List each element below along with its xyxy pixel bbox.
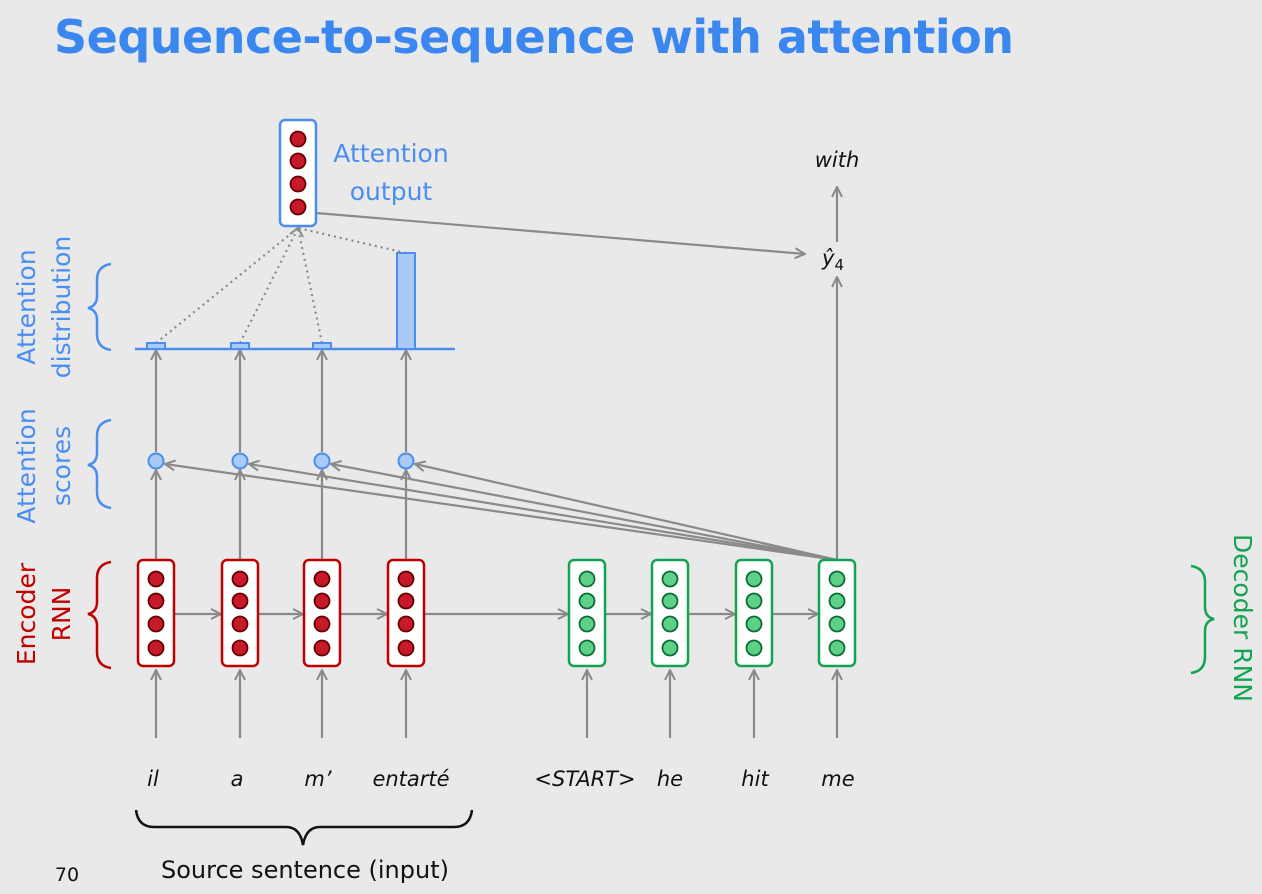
attention-scores-brace bbox=[87, 418, 112, 510]
decoder-to-score-arrow-1 bbox=[249, 464, 838, 562]
svg-text:scores: scores bbox=[47, 426, 76, 506]
encoder-brace bbox=[87, 560, 112, 670]
decoder-state-0 bbox=[567, 558, 607, 668]
attention-output-to-prediction-arrow bbox=[315, 211, 805, 254]
encoder-state-2 bbox=[302, 558, 342, 668]
attention-output-label-line2: output bbox=[350, 177, 433, 206]
weighted-sum-line-2 bbox=[296, 227, 324, 344]
attention-scores-label: Attention scores bbox=[12, 408, 76, 523]
decoder-to-score-arrow-2 bbox=[331, 464, 838, 562]
attention-score-0 bbox=[147, 452, 165, 470]
attention-score-1 bbox=[231, 452, 249, 470]
weighted-sum-line-3 bbox=[297, 226, 407, 255]
decoder-to-score-arrow-3 bbox=[415, 464, 838, 562]
svg-text:Attention: Attention bbox=[12, 408, 41, 523]
source-word-2: m’ bbox=[304, 767, 331, 791]
encoder-state-3 bbox=[386, 558, 426, 668]
output-word: with bbox=[815, 148, 860, 172]
attention-bar-1 bbox=[230, 342, 250, 350]
decoder-hidden-states bbox=[567, 558, 857, 668]
prediction-symbol: ŷ bbox=[821, 246, 835, 270]
attention-score-3 bbox=[397, 452, 415, 470]
decoder-state-1 bbox=[650, 558, 690, 668]
weighted-sum-line-1 bbox=[239, 227, 299, 344]
attention-scores bbox=[147, 452, 415, 470]
attention-distribution-bars bbox=[146, 252, 416, 350]
attention-bar-3 bbox=[396, 252, 416, 350]
prediction-y4: ŷ4 bbox=[821, 246, 844, 274]
source-word-0: il bbox=[147, 767, 159, 791]
page-number: 70 bbox=[55, 864, 79, 886]
attention-score-2 bbox=[313, 452, 331, 470]
target-word-2: hit bbox=[741, 767, 769, 791]
source-words: il a m’ entarté bbox=[147, 767, 449, 791]
decoder-to-score-arrow-0 bbox=[165, 464, 838, 562]
decoder-rnn-label: Decoder RNN bbox=[1228, 534, 1257, 702]
source-word-3: entarté bbox=[372, 767, 449, 791]
attention-distribution-label: Attention distribution bbox=[12, 236, 76, 378]
target-word-0: <START> bbox=[534, 767, 635, 791]
svg-text:Attention: Attention bbox=[12, 249, 41, 364]
target-word-1: he bbox=[657, 767, 683, 791]
svg-text:RNN: RNN bbox=[47, 587, 76, 642]
source-sentence-brace bbox=[134, 809, 474, 846]
slide-title: Sequence-to-sequence with attention bbox=[54, 10, 1014, 64]
target-words: <START> he hit me bbox=[534, 767, 854, 791]
source-sentence-caption: Source sentence (input) bbox=[161, 856, 449, 884]
decoder-brace bbox=[1190, 564, 1215, 675]
svg-text:distribution: distribution bbox=[47, 236, 76, 378]
target-word-3: me bbox=[821, 767, 854, 791]
prediction-subscript: 4 bbox=[834, 256, 844, 274]
encoder-rnn-label: Encoder RNN bbox=[12, 562, 76, 665]
weighted-sum-arrowhead bbox=[289, 226, 304, 238]
attention-bar-2 bbox=[312, 342, 332, 350]
attention-bar-0 bbox=[146, 342, 166, 350]
attention-output-label-line1: Attention bbox=[333, 139, 448, 168]
source-word-1: a bbox=[231, 767, 244, 791]
encoder-state-1 bbox=[220, 558, 260, 668]
decoder-state-2 bbox=[734, 558, 774, 668]
connection-arrows bbox=[156, 187, 837, 738]
encoder-hidden-states bbox=[136, 558, 426, 668]
decoder-state-3 bbox=[817, 558, 857, 668]
attention-distribution-brace bbox=[87, 262, 112, 352]
attention-output-vector bbox=[278, 118, 318, 228]
encoder-state-0 bbox=[136, 558, 176, 668]
svg-text:Encoder: Encoder bbox=[12, 562, 41, 665]
weighted-sum-line-0 bbox=[155, 227, 299, 344]
svg-text:Decoder RNN: Decoder RNN bbox=[1228, 534, 1257, 702]
